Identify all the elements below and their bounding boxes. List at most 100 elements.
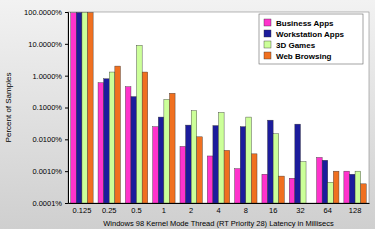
bar: [295, 124, 301, 203]
x-tick-label: 2: [189, 206, 193, 215]
y-axis: 0.0001% 0.0010% 0.0100% 0.1000% 1.0000% 10.00…: [24, 8, 68, 208]
legend-label: Workstation Apps: [276, 30, 345, 39]
bar: [251, 154, 257, 203]
x-tick: 32: [296, 203, 304, 215]
y-tick-mark: [65, 171, 68, 172]
x-tick-label: 8: [244, 206, 248, 215]
bar: [361, 184, 367, 203]
x-tick-label: 4: [216, 206, 220, 215]
x-tick-label: 0.25: [102, 206, 117, 215]
y-tick: 100.0000%: [24, 8, 68, 17]
legend-swatch: [264, 52, 271, 59]
bar: [328, 182, 334, 203]
bar: [98, 83, 104, 203]
x-tick: 16: [269, 203, 277, 215]
bar: [137, 45, 143, 203]
bar: [349, 174, 355, 203]
bar: [322, 160, 328, 203]
bar: [213, 126, 219, 203]
bar: [169, 93, 175, 203]
x-tick-label: 32: [296, 206, 304, 215]
bar: [191, 111, 197, 203]
bar: [142, 72, 148, 203]
y-tick-label: 0.0100%: [32, 135, 62, 144]
x-tick-label: 0.5: [131, 206, 141, 215]
bar: [344, 171, 350, 203]
x-tick-label: 16: [269, 206, 277, 215]
x-tick: 1: [162, 203, 166, 215]
bar: [180, 146, 186, 203]
y-tick-label: 100.0000%: [24, 8, 62, 17]
x-tick-label: 0.125: [73, 206, 92, 215]
x-tick: 4: [216, 203, 220, 215]
x-tick: 2: [189, 203, 193, 215]
y-tick-mark: [65, 12, 68, 13]
y-tick: 10.0000%: [28, 40, 68, 49]
y-tick-mark: [65, 203, 68, 204]
plot-area: [68, 12, 369, 203]
bars: [71, 12, 367, 203]
y-tick: 1.0000%: [32, 72, 68, 81]
legend-item: Workstation Apps: [264, 30, 345, 39]
bar: [76, 12, 82, 203]
chart: 0.0001% 0.0010% 0.0100% 0.1000% 1.0000% 10.00…: [0, 0, 375, 229]
bar: [115, 66, 121, 203]
x-tick: 128: [349, 203, 362, 215]
y-tick-label: 0.0010%: [32, 167, 62, 176]
y-tick-mark: [65, 108, 68, 109]
bar: [158, 117, 164, 203]
y-tick: 0.0001%: [32, 199, 68, 208]
bar: [289, 178, 295, 203]
legend-item: 3D Games: [264, 41, 316, 50]
x-tick: 8: [244, 203, 248, 215]
bar: [300, 162, 306, 203]
y-axis-title: Percent of Samples: [4, 73, 13, 143]
legend-item: Business Apps: [264, 19, 334, 28]
bar: [104, 79, 110, 203]
bar: [125, 87, 131, 203]
y-tick: 0.1000%: [32, 103, 68, 112]
x-tick-label: 1: [162, 206, 166, 215]
bar: [333, 171, 339, 203]
x-tick-label: 128: [349, 206, 362, 215]
bar: [224, 150, 230, 203]
bar: [268, 120, 274, 203]
bar: [219, 112, 225, 203]
bar: [240, 127, 246, 203]
bar: [109, 72, 115, 203]
bar: [164, 99, 170, 203]
x-axis-line: [69, 203, 370, 204]
x-tick: 0.25: [102, 203, 117, 215]
legend-label: Business Apps: [276, 19, 334, 28]
bar: [207, 156, 213, 203]
background: [0, 0, 375, 229]
bar: [88, 12, 94, 203]
legend-label: 3D Games: [276, 41, 316, 50]
y-tick-mark: [65, 44, 68, 45]
bar: [235, 169, 241, 203]
y-tick: 0.0100%: [32, 135, 68, 144]
y-tick-label: 0.1000%: [32, 103, 62, 112]
y-tick-label: 1.0000%: [32, 72, 62, 81]
y-tick-label: 10.0000%: [28, 40, 62, 49]
bar: [186, 125, 192, 203]
plot: 0.0001% 0.0010% 0.0100% 0.1000% 1.0000% 10.00…: [24, 8, 369, 215]
y-tick-mark: [65, 139, 68, 140]
bar: [131, 97, 137, 203]
legend-label: Web Browsing: [276, 52, 332, 61]
bar: [317, 157, 323, 203]
y-tick: 0.0010%: [32, 167, 68, 176]
bar: [197, 137, 203, 203]
y-tick-label: 0.0001%: [32, 199, 62, 208]
legend-item: Web Browsing: [264, 52, 332, 61]
legend: Business Apps Workstation Apps 3D Games Web…: [259, 14, 363, 64]
bar: [262, 174, 268, 203]
legend-box: [259, 14, 363, 64]
legend-swatch: [264, 30, 271, 37]
x-tick: 64: [324, 203, 332, 215]
bar: [246, 117, 252, 203]
bar: [273, 134, 279, 203]
bar: [82, 12, 88, 203]
bar: [71, 13, 77, 203]
x-axis-title: Windows 98 Kernel Mode Thread (RT Priori…: [103, 219, 334, 228]
